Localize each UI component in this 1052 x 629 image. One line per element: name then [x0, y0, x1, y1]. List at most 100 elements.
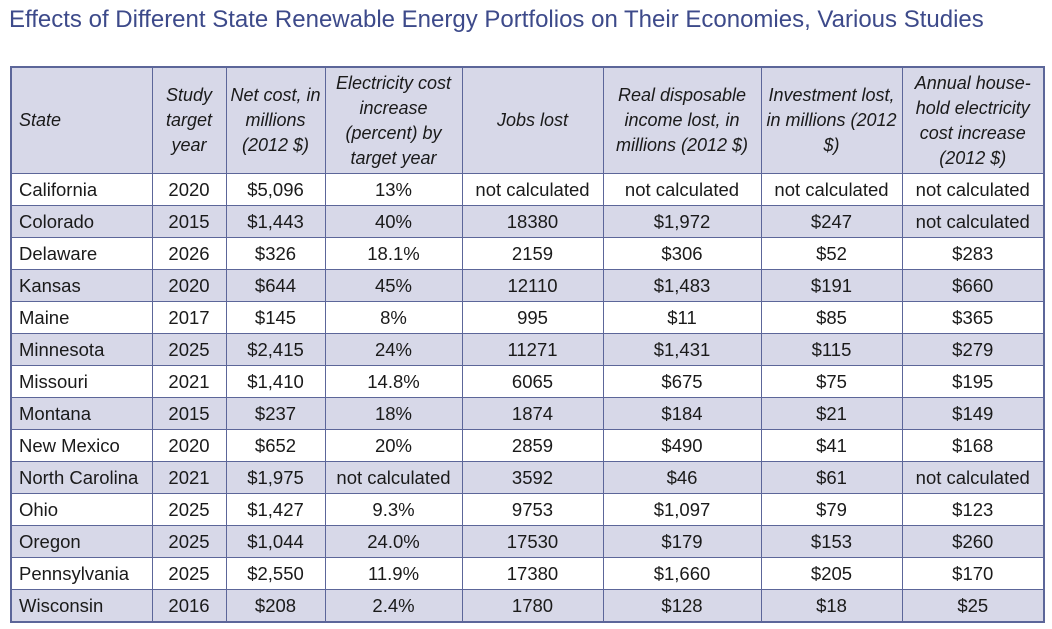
table-cell: $1,483 — [602, 269, 762, 302]
header-cell: State — [10, 66, 153, 174]
table-cell: 24% — [324, 333, 463, 366]
state-cell: Colorado — [10, 205, 153, 238]
table-cell: 2026 — [151, 237, 227, 270]
table-cell: $279 — [901, 333, 1045, 366]
table-cell: $2,550 — [225, 557, 326, 590]
state-cell: Pennsylvania — [10, 557, 153, 590]
table-cell: not calculated — [760, 173, 903, 206]
table-cell: not calculated — [602, 173, 762, 206]
table-cell: 9.3% — [324, 493, 463, 526]
table-cell: $128 — [602, 589, 762, 623]
table-cell: $247 — [760, 205, 903, 238]
table-cell: 2025 — [151, 557, 227, 590]
header-row: State Study target year Net cost, in mil… — [10, 66, 1045, 174]
table-cell: $1,427 — [225, 493, 326, 526]
table-cell: $1,975 — [225, 461, 326, 494]
table-cell: 24.0% — [324, 525, 463, 558]
table-cell: $184 — [602, 397, 762, 430]
table-cell: 13% — [324, 173, 463, 206]
table-cell: $195 — [901, 365, 1045, 398]
table-cell: $191 — [760, 269, 903, 302]
table-cell: 11271 — [461, 333, 604, 366]
table-cell: $260 — [901, 525, 1045, 558]
table-cell: 2859 — [461, 429, 604, 462]
table-cell: $490 — [602, 429, 762, 462]
table-cell: $145 — [225, 301, 326, 334]
table-cell: 2016 — [151, 589, 227, 623]
table-cell: 3592 — [461, 461, 604, 494]
table-cell: 2021 — [151, 365, 227, 398]
table-cell: 995 — [461, 301, 604, 334]
table-cell: $168 — [901, 429, 1045, 462]
table-cell: $41 — [760, 429, 903, 462]
header-cell: Investment lost, in millions (2012 $) — [760, 66, 903, 174]
state-cell: North Carolina — [10, 461, 153, 494]
table-cell: 2025 — [151, 493, 227, 526]
table-row: Maine 2017 $145 8% 995 $11 $85 $365 — [10, 301, 1045, 334]
table-cell: $115 — [760, 333, 903, 366]
header-cell: Real disposable income lost, in millions… — [602, 66, 762, 174]
table-cell: $123 — [901, 493, 1045, 526]
table-cell: not calculated — [324, 461, 463, 494]
table-cell: $79 — [760, 493, 903, 526]
table-cell: $675 — [602, 365, 762, 398]
table-cell: $652 — [225, 429, 326, 462]
table-cell: $179 — [602, 525, 762, 558]
table-cell: $75 — [760, 365, 903, 398]
table-cell: $237 — [225, 397, 326, 430]
table-cell: 1874 — [461, 397, 604, 430]
table-body: California 2020 $5,096 13% not calculated not… — [10, 173, 1045, 623]
table-cell: 2020 — [151, 173, 227, 206]
table-cell: 9753 — [461, 493, 604, 526]
table-cell: 14.8% — [324, 365, 463, 398]
table-cell: $1,660 — [602, 557, 762, 590]
table-cell: 12110 — [461, 269, 604, 302]
page-title: Effects of Different State Renewable Ene… — [9, 6, 984, 33]
table-cell: 6065 — [461, 365, 604, 398]
table-row: New Mexico 2020 $652 20% 2859 $490 $41 $168 — [10, 429, 1045, 462]
state-cell: Kansas — [10, 269, 153, 302]
table-row: Colorado 2015 $1,443 40% 18380 $1,972 $247 not … — [10, 205, 1045, 238]
header-cell: Net cost, in millions (2012 $) — [225, 66, 326, 174]
table-cell: $205 — [760, 557, 903, 590]
table-cell: $149 — [901, 397, 1045, 430]
table-cell: not calculated — [901, 205, 1045, 238]
table-cell: $660 — [901, 269, 1045, 302]
table-cell: $2,415 — [225, 333, 326, 366]
table-cell: 2020 — [151, 429, 227, 462]
state-cell: New Mexico — [10, 429, 153, 462]
table-row: Delaware 2026 $326 18.1% 2159 $306 $52 $283 — [10, 237, 1045, 270]
header-cell: Annual house-hold electricity cost incre… — [901, 66, 1045, 174]
table-cell: $25 — [901, 589, 1045, 623]
table-cell: $1,972 — [602, 205, 762, 238]
table-cell: $52 — [760, 237, 903, 270]
table-cell: 2025 — [151, 525, 227, 558]
table-row: Kansas 2020 $644 45% 12110 $1,483 $191 $660 — [10, 269, 1045, 302]
table-cell: $326 — [225, 237, 326, 270]
table-cell: $1,044 — [225, 525, 326, 558]
table-cell: $61 — [760, 461, 903, 494]
table-cell: 8% — [324, 301, 463, 334]
table-cell: 45% — [324, 269, 463, 302]
table-cell: 40% — [324, 205, 463, 238]
table-cell: $21 — [760, 397, 903, 430]
table-cell: 2159 — [461, 237, 604, 270]
state-cell: Maine — [10, 301, 153, 334]
header-cell: Jobs lost — [461, 66, 604, 174]
table-cell: $46 — [602, 461, 762, 494]
table-cell: $5,096 — [225, 173, 326, 206]
table-cell: 2015 — [151, 205, 227, 238]
table-cell: 18380 — [461, 205, 604, 238]
table-cell: 2021 — [151, 461, 227, 494]
table-cell: 2017 — [151, 301, 227, 334]
table-row: Wisconsin 2016 $208 2.4% 1780 $128 $18 $25 — [10, 589, 1045, 623]
table-cell: 17530 — [461, 525, 604, 558]
table-cell: 17380 — [461, 557, 604, 590]
table-cell: $170 — [901, 557, 1045, 590]
table-row: Montana 2015 $237 18% 1874 $184 $21 $149 — [10, 397, 1045, 430]
table-row: Ohio 2025 $1,427 9.3% 9753 $1,097 $79 $123 — [10, 493, 1045, 526]
table-cell: 2.4% — [324, 589, 463, 623]
table-cell: $365 — [901, 301, 1045, 334]
table-cell: 2025 — [151, 333, 227, 366]
state-cell: Wisconsin — [10, 589, 153, 623]
